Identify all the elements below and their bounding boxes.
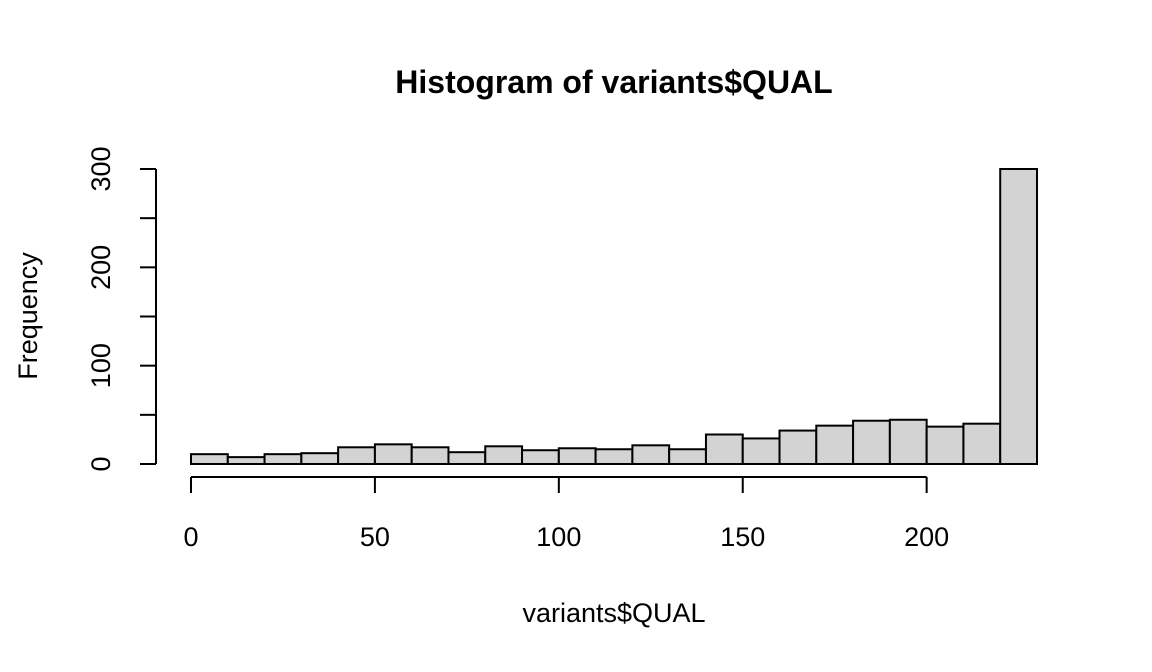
histogram-bar — [704, 433, 744, 465]
x-tick-label: 50 — [360, 522, 390, 552]
histogram-bars — [190, 168, 1039, 466]
histogram-bar — [925, 425, 965, 465]
histogram-bar — [778, 429, 818, 466]
histogram-bar — [594, 448, 634, 465]
histogram-bar — [484, 445, 524, 465]
histogram-bar — [557, 447, 597, 465]
histogram-bar — [263, 453, 303, 465]
x-axis-label: variants$QUAL — [522, 598, 705, 628]
histogram-bar — [852, 419, 891, 466]
histogram-bar — [999, 168, 1039, 465]
x-tick-label: 100 — [536, 522, 581, 552]
y-tick-label: 200 — [86, 245, 116, 290]
y-tick-label: 0 — [86, 456, 116, 471]
y-axis-label: Frequency — [13, 252, 43, 380]
histogram-bar — [888, 418, 928, 465]
histogram-bar — [410, 446, 450, 465]
histogram-bar — [447, 451, 487, 466]
y-axis: 0 100 200 300 — [86, 146, 157, 472]
histogram-bar — [190, 453, 229, 465]
histogram-bar — [373, 443, 413, 466]
x-tick-label: 200 — [904, 522, 949, 552]
histogram-bar — [631, 444, 671, 466]
histogram-bar — [521, 449, 560, 466]
x-tick-label: 150 — [720, 522, 765, 552]
x-tick-label: 0 — [183, 522, 198, 552]
histogram-bar — [668, 448, 707, 465]
x-axis: 0 50 100 150 200 — [183, 476, 949, 552]
histogram-bar — [962, 422, 1002, 465]
y-tick-label: 100 — [86, 343, 116, 388]
histogram-bar — [226, 456, 266, 466]
histogram-bar — [337, 446, 376, 465]
y-tick-label: 300 — [86, 146, 116, 191]
histogram-bar — [815, 424, 855, 465]
chart-title: Histogram of variants$QUAL — [395, 64, 832, 100]
histogram-bar — [300, 452, 340, 465]
histogram-bar — [741, 437, 781, 465]
